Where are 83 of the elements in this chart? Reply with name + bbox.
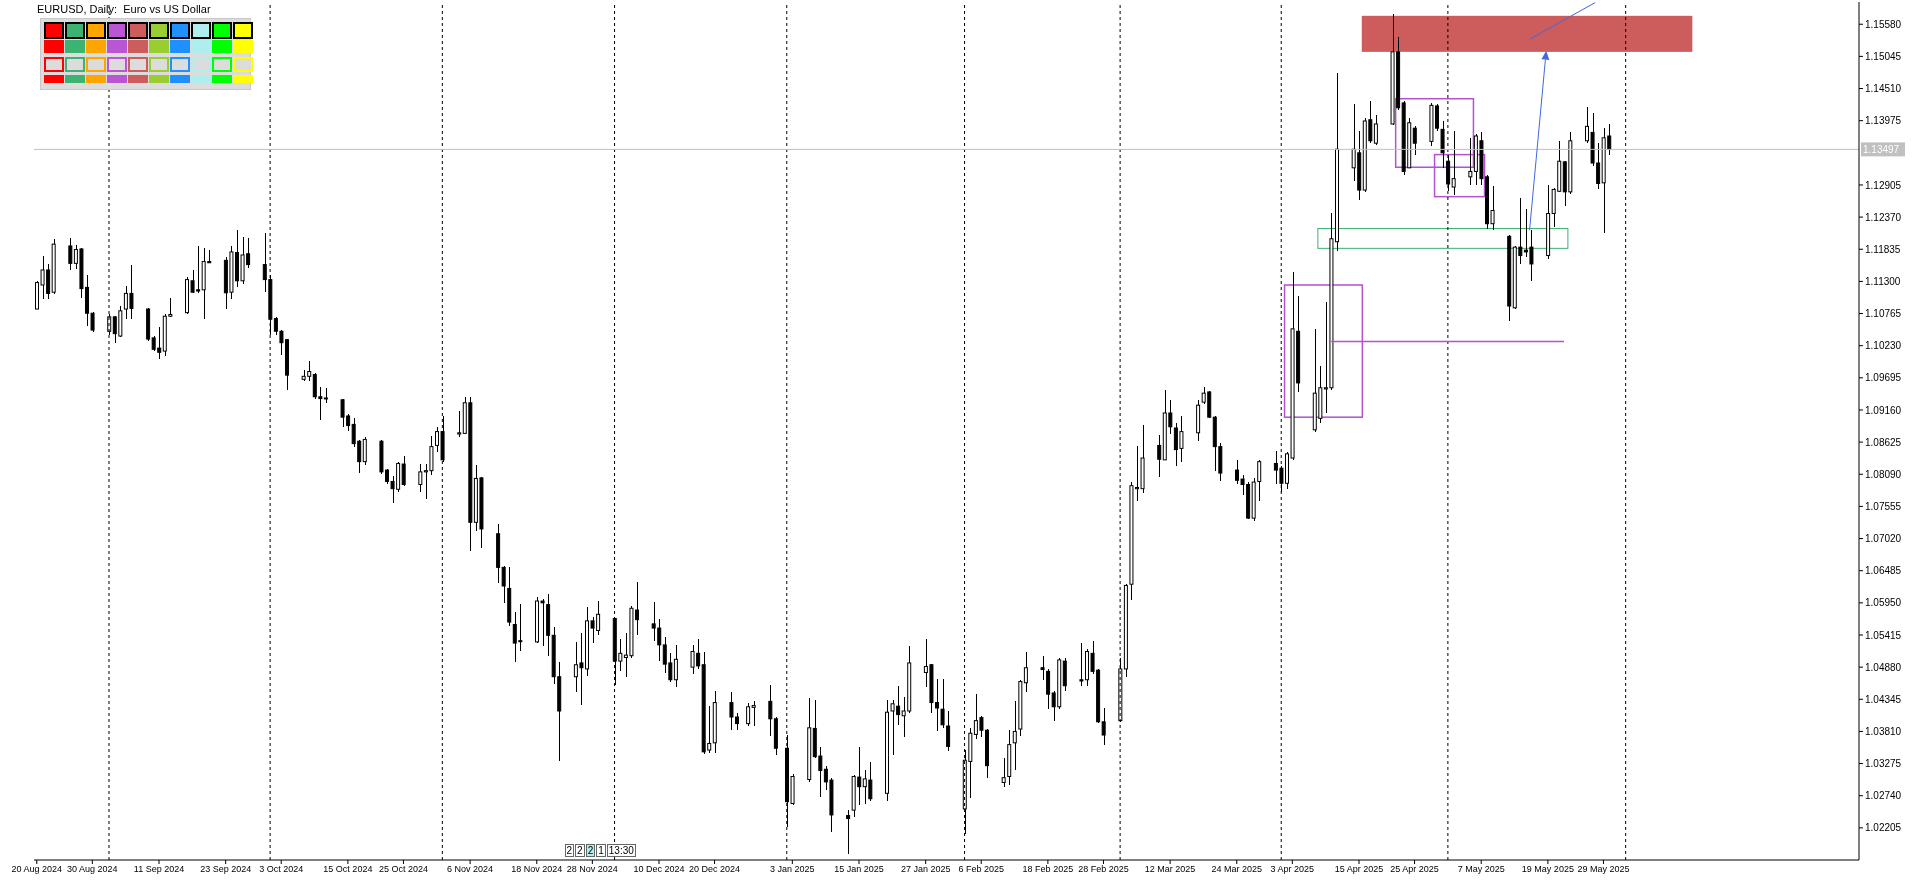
y-tick-label: 1.11835: [1865, 243, 1901, 255]
y-tick-label: 1.03275: [1865, 758, 1902, 770]
candlestick: [1157, 434, 1162, 478]
candlestick: [673, 644, 678, 688]
y-tick-label: 1.12370: [1865, 211, 1902, 223]
candlestick: [751, 700, 756, 727]
x-tick-label: 28 Feb 2025: [1078, 864, 1129, 875]
x-tick-label: 29 May 2025: [1577, 864, 1630, 875]
annotation: 13:30: [606, 844, 636, 857]
y-tick-label: 1.15580: [1865, 18, 1902, 30]
x-tick-label: 3 Apr 2025: [1270, 864, 1315, 875]
annotation: 2: [564, 844, 575, 857]
x-tick-label: 23 Sep 2024: [200, 864, 252, 875]
x-tick-label: 15 Jan 2025: [834, 864, 884, 875]
annotation: 2: [575, 844, 585, 857]
candlestick: [1046, 668, 1051, 710]
candlestick: [768, 683, 773, 737]
y-tick-label: 1.04880: [1865, 661, 1902, 673]
candlestick: [418, 463, 423, 493]
x-tick-label: 18 Nov 2024: [511, 864, 563, 875]
ref-line-label: 1.13497: [1863, 144, 1900, 156]
candlestick: [940, 677, 945, 730]
x-tick-label: 11 Sep 2024: [133, 864, 185, 875]
candlestick: [1412, 125, 1417, 156]
x-tick-label: 25 Apr 2025: [1390, 864, 1439, 875]
x-tick-label: 12 Mar 2025: [1144, 864, 1196, 875]
x-tick-label: 10 Dec 2024: [633, 864, 685, 875]
y-tick-label: 1.10765: [1865, 308, 1902, 320]
candlestick: [1012, 700, 1017, 772]
x-tick-label: 25 Oct 2024: [378, 864, 428, 875]
x-tick-label: 27 Jan 2025: [900, 864, 951, 875]
candlestick: [846, 809, 851, 855]
candlestick: [501, 565, 506, 604]
x-tick-label: 3 Oct 2024: [259, 864, 304, 875]
x-tick-label: 15 Oct 2024: [323, 864, 373, 875]
chart-title: EURUSD, Daily: Euro vs US Dollar: [37, 3, 211, 15]
x-tick-label: 7 May 2025: [1457, 864, 1505, 875]
y-tick-label: 1.04345: [1865, 693, 1902, 705]
y-tick-label: 1.08090: [1865, 468, 1902, 480]
y-tick-label: 1.14510: [1865, 83, 1902, 95]
candlestick: [746, 701, 751, 727]
x-tick-label: 3 Jan 2025: [770, 864, 815, 875]
candlestick: [401, 455, 406, 487]
candlestick: [1040, 655, 1045, 681]
y-tick-label: 1.13975: [1865, 115, 1902, 127]
y-tick-label: 1.03810: [1865, 725, 1902, 737]
annotation: 2: [585, 844, 596, 857]
x-tick-label: 6 Feb 2025: [958, 864, 1004, 875]
y-tick-label: 1.08625: [1865, 436, 1902, 448]
y-tick-label: 1.11300: [1865, 275, 1901, 287]
y-tick-label: 1.06485: [1865, 565, 1902, 577]
candlestick: [1001, 757, 1006, 788]
y-tick-label: 1.05950: [1865, 597, 1902, 609]
candlestick: [1373, 114, 1378, 146]
y-tick-label: 1.02740: [1865, 790, 1902, 802]
candlestick: [946, 710, 951, 752]
x-tick-label: 20 Dec 2024: [689, 864, 741, 875]
x-tick-label: 18 Feb 2025: [1022, 864, 1074, 875]
candlestick: [1023, 650, 1028, 693]
candlestick: [1101, 707, 1106, 746]
y-tick-label: 1.09695: [1865, 372, 1902, 384]
y-tick-label: 1.07020: [1865, 533, 1902, 545]
y-tick-label: 1.09160: [1865, 404, 1902, 416]
y-tick-label: 1.07555: [1865, 500, 1902, 512]
candlestick: [1451, 129, 1456, 197]
x-tick-label: 6 Nov 2024: [447, 864, 494, 875]
y-tick-label: 1.05415: [1865, 629, 1902, 641]
y-tick-label: 1.10230: [1865, 340, 1902, 352]
candlestick: [457, 410, 462, 438]
x-tick-label: 15 Apr 2025: [1334, 864, 1384, 875]
x-tick-label: 30 Aug 2024: [67, 864, 118, 875]
x-tick-label: 28 Nov 2024: [566, 864, 618, 875]
y-tick-label: 1.02205: [1865, 822, 1902, 834]
y-tick-label: 1.15045: [1865, 50, 1902, 62]
candlestick: [1440, 120, 1445, 169]
candlestick: [1468, 137, 1473, 186]
y-tick-label: 1.12905: [1865, 179, 1902, 191]
x-tick-label: 24 Mar 2025: [1211, 864, 1263, 875]
annotation: 1: [596, 844, 606, 857]
x-tick-label: 19 May 2025: [1521, 864, 1574, 875]
candlestick: [362, 436, 367, 466]
x-tick-label: 20 Aug 2024: [11, 864, 63, 875]
candlestick: [68, 237, 73, 271]
